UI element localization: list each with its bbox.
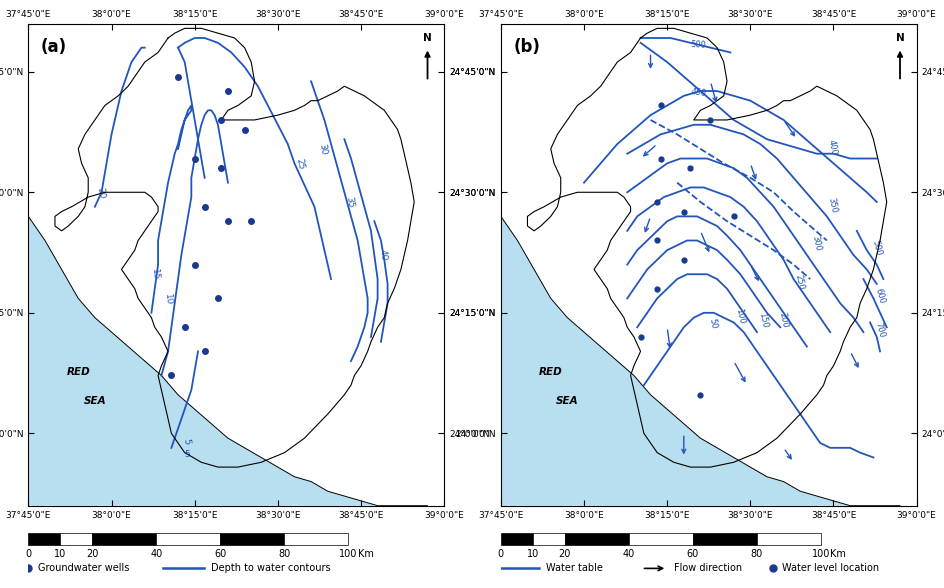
Text: 5: 5: [181, 438, 191, 445]
Text: 100: 100: [339, 549, 357, 559]
Text: Depth to water contours: Depth to water contours: [211, 563, 330, 573]
Bar: [565, 533, 628, 545]
Text: 30: 30: [317, 143, 329, 156]
Text: 40: 40: [150, 549, 162, 559]
Text: 300: 300: [809, 235, 821, 252]
Text: 80: 80: [278, 549, 290, 559]
Text: Km: Km: [830, 549, 845, 559]
Text: 40: 40: [378, 249, 388, 262]
Text: 0: 0: [25, 549, 31, 559]
Text: RED: RED: [538, 368, 562, 377]
Bar: [628, 533, 692, 545]
Text: 450: 450: [690, 87, 706, 98]
Text: 60: 60: [686, 549, 699, 559]
Text: RED: RED: [66, 368, 90, 377]
Polygon shape: [500, 24, 916, 506]
Bar: [28, 533, 60, 545]
Text: 250: 250: [793, 273, 805, 290]
Text: 5: 5: [184, 450, 191, 459]
Text: (a): (a): [41, 38, 67, 56]
Bar: [692, 533, 756, 545]
Bar: [532, 533, 565, 545]
Polygon shape: [28, 24, 444, 506]
Text: Water table: Water table: [545, 563, 602, 573]
Text: 20: 20: [558, 549, 570, 559]
Text: 500: 500: [690, 40, 706, 49]
Text: 600: 600: [872, 288, 885, 305]
Bar: [156, 533, 220, 545]
Text: 10: 10: [163, 293, 173, 305]
Text: 100: 100: [733, 307, 745, 325]
Text: 40: 40: [622, 549, 634, 559]
Text: 10: 10: [526, 549, 538, 559]
Text: 400: 400: [826, 139, 837, 156]
Text: 10: 10: [54, 549, 66, 559]
Text: Flow direction: Flow direction: [673, 563, 741, 573]
Text: 500: 500: [869, 239, 882, 257]
Bar: [284, 533, 347, 545]
Text: N: N: [895, 33, 903, 43]
Text: N: N: [423, 33, 431, 43]
Text: SEA: SEA: [83, 396, 106, 406]
Bar: [93, 533, 156, 545]
Text: 200: 200: [776, 312, 788, 329]
Bar: [220, 533, 284, 545]
Text: Km: Km: [358, 549, 373, 559]
Text: (b): (b): [513, 38, 540, 56]
Text: 700: 700: [872, 321, 885, 339]
Text: 100: 100: [811, 549, 829, 559]
Text: 35: 35: [344, 196, 355, 209]
Bar: [756, 533, 819, 545]
Text: 15: 15: [149, 269, 160, 281]
Text: 20: 20: [86, 549, 98, 559]
Text: 50: 50: [706, 317, 717, 329]
Text: 20: 20: [95, 186, 107, 199]
Text: 80: 80: [750, 549, 762, 559]
Text: Water level location: Water level location: [782, 563, 879, 573]
Text: 0: 0: [497, 549, 503, 559]
Text: 150: 150: [756, 312, 768, 329]
Text: 350: 350: [826, 196, 838, 213]
Text: SEA: SEA: [555, 396, 578, 406]
Text: 25: 25: [295, 157, 305, 170]
Bar: [500, 533, 532, 545]
Text: Groundwater wells: Groundwater wells: [38, 563, 129, 573]
Text: 60: 60: [214, 549, 227, 559]
Bar: [60, 533, 93, 545]
